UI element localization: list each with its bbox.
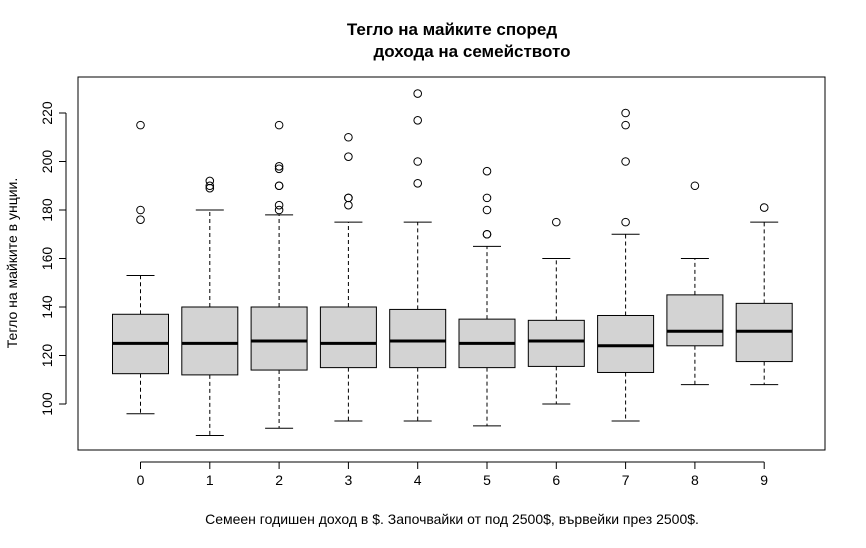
- x-axis-title: Семеен годишен доход в $. Започвайки от …: [205, 511, 699, 527]
- x-tick-label: 1: [206, 472, 214, 488]
- y-tick-label: 220: [39, 101, 55, 125]
- box-6: [527, 217, 585, 405]
- box-2: [250, 120, 308, 429]
- x-tick-label: 4: [414, 472, 422, 488]
- y-tick-label: 120: [39, 344, 55, 368]
- x-tick-label: 9: [760, 472, 768, 488]
- y-tick-label: 100: [39, 392, 55, 416]
- outlier-point: [621, 120, 630, 130]
- outlier-point: [413, 179, 423, 188]
- box-7: [597, 108, 655, 422]
- outlier-point: [344, 132, 353, 142]
- iqr-box: [666, 294, 724, 347]
- x-tick-label: 7: [622, 472, 630, 488]
- outlier-point: [621, 108, 630, 118]
- boxes: [112, 89, 793, 437]
- outlier-point: [413, 157, 423, 166]
- x-tick-label: 2: [275, 472, 283, 488]
- chart-title-line2: дохода на семейството: [374, 42, 571, 61]
- box-1: [181, 176, 239, 437]
- outlier-point: [136, 205, 145, 215]
- outlier-point: [205, 176, 215, 186]
- box-0: [112, 120, 169, 415]
- box-9: [735, 203, 793, 386]
- y-axis: 100 120 140 160 180 200 220: [39, 101, 67, 416]
- x-tick-label: 6: [552, 472, 560, 488]
- outlier-point: [482, 229, 492, 239]
- outlier-point: [274, 205, 284, 215]
- outlier-point: [690, 181, 700, 191]
- outlier-point: [482, 166, 492, 176]
- outlier-point: [274, 120, 284, 130]
- iqr-box: [389, 308, 447, 369]
- x-tick-label: 0: [137, 472, 145, 488]
- y-tick-label: 140: [39, 295, 55, 319]
- outlier-point: [413, 89, 423, 98]
- outlier-point: [274, 164, 284, 174]
- box-4: [389, 89, 447, 422]
- iqr-box: [250, 306, 308, 371]
- iqr-box: [527, 319, 585, 367]
- x-axis: 0 1 2 3 4 5 6 7 8 9: [137, 461, 768, 488]
- box-8: [666, 181, 724, 386]
- iqr-box: [319, 306, 377, 369]
- outlier-point: [621, 157, 630, 166]
- y-tick-label: 160: [39, 247, 55, 271]
- outlier-point: [136, 120, 145, 130]
- outlier-point: [136, 215, 145, 224]
- outlier-point: [413, 115, 423, 125]
- iqr-box: [597, 314, 655, 373]
- iqr-box: [181, 306, 239, 376]
- outlier-point: [344, 200, 353, 210]
- outlier-point: [482, 193, 492, 203]
- box-5: [458, 166, 516, 427]
- outlier-point: [482, 205, 492, 215]
- outlier-point: [274, 200, 284, 210]
- y-tick-label: 180: [39, 198, 55, 222]
- chart-title-line1: Тегло на майките според: [347, 20, 557, 39]
- plot-frame: [77, 76, 826, 451]
- outlier-point: [344, 152, 353, 161]
- outlier-point: [344, 193, 353, 203]
- x-tick-label: 8: [691, 472, 699, 488]
- outlier-point: [274, 162, 284, 171]
- outlier-point: [759, 203, 769, 212]
- y-axis-title: Тегло на майките в унции.: [4, 178, 20, 348]
- outlier-point: [552, 217, 561, 227]
- outlier-point: [621, 217, 630, 227]
- outlier-point: [274, 181, 284, 191]
- box-3: [319, 132, 377, 422]
- x-tick-label: 5: [483, 472, 491, 488]
- x-tick-label: 3: [345, 472, 353, 488]
- y-tick-label: 200: [39, 150, 55, 174]
- outlier-point: [205, 181, 215, 191]
